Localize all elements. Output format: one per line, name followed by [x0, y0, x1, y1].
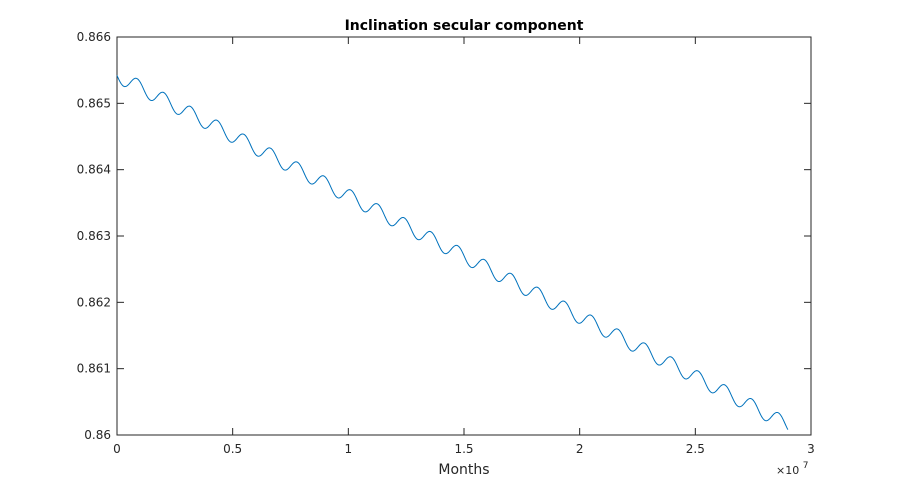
- y-tick-label-6: 0.866: [77, 30, 111, 44]
- x-axis-label: Months: [438, 462, 489, 478]
- x-tick-label-3: 1.5: [454, 442, 473, 456]
- x-multiplier-base: ×10: [776, 464, 799, 477]
- series-line-inclination: [116, 75, 789, 430]
- x-multiplier-exponent: 7: [803, 461, 809, 471]
- x-tick-label-0: 0: [113, 442, 121, 456]
- y-tick-label-0: 0.86: [84, 428, 111, 442]
- x-axis-ticks: 0 0.5 1 1.5 2 2.5 3: [113, 37, 815, 456]
- chart-title: Inclination secular component: [345, 18, 584, 34]
- x-tick-label-1: 0.5: [223, 442, 242, 456]
- x-tick-label-2: 1: [345, 442, 353, 456]
- y-tick-label-1: 0.861: [77, 362, 111, 376]
- y-axis-ticks: 0.86 0.861 0.862 0.863 0.864 0.865 0.866: [77, 30, 811, 442]
- plot-area: [116, 36, 812, 436]
- y-tick-label-4: 0.864: [77, 163, 111, 177]
- x-tick-label-5: 2.5: [686, 442, 705, 456]
- y-tick-label-3: 0.863: [77, 229, 111, 243]
- x-tick-label-4: 2: [576, 442, 584, 456]
- y-tick-label-2: 0.862: [77, 295, 111, 309]
- x-tick-label-6: 3: [807, 442, 815, 456]
- y-tick-label-5: 0.865: [77, 96, 111, 110]
- x-axis-exponent: ×10 7: [776, 461, 808, 477]
